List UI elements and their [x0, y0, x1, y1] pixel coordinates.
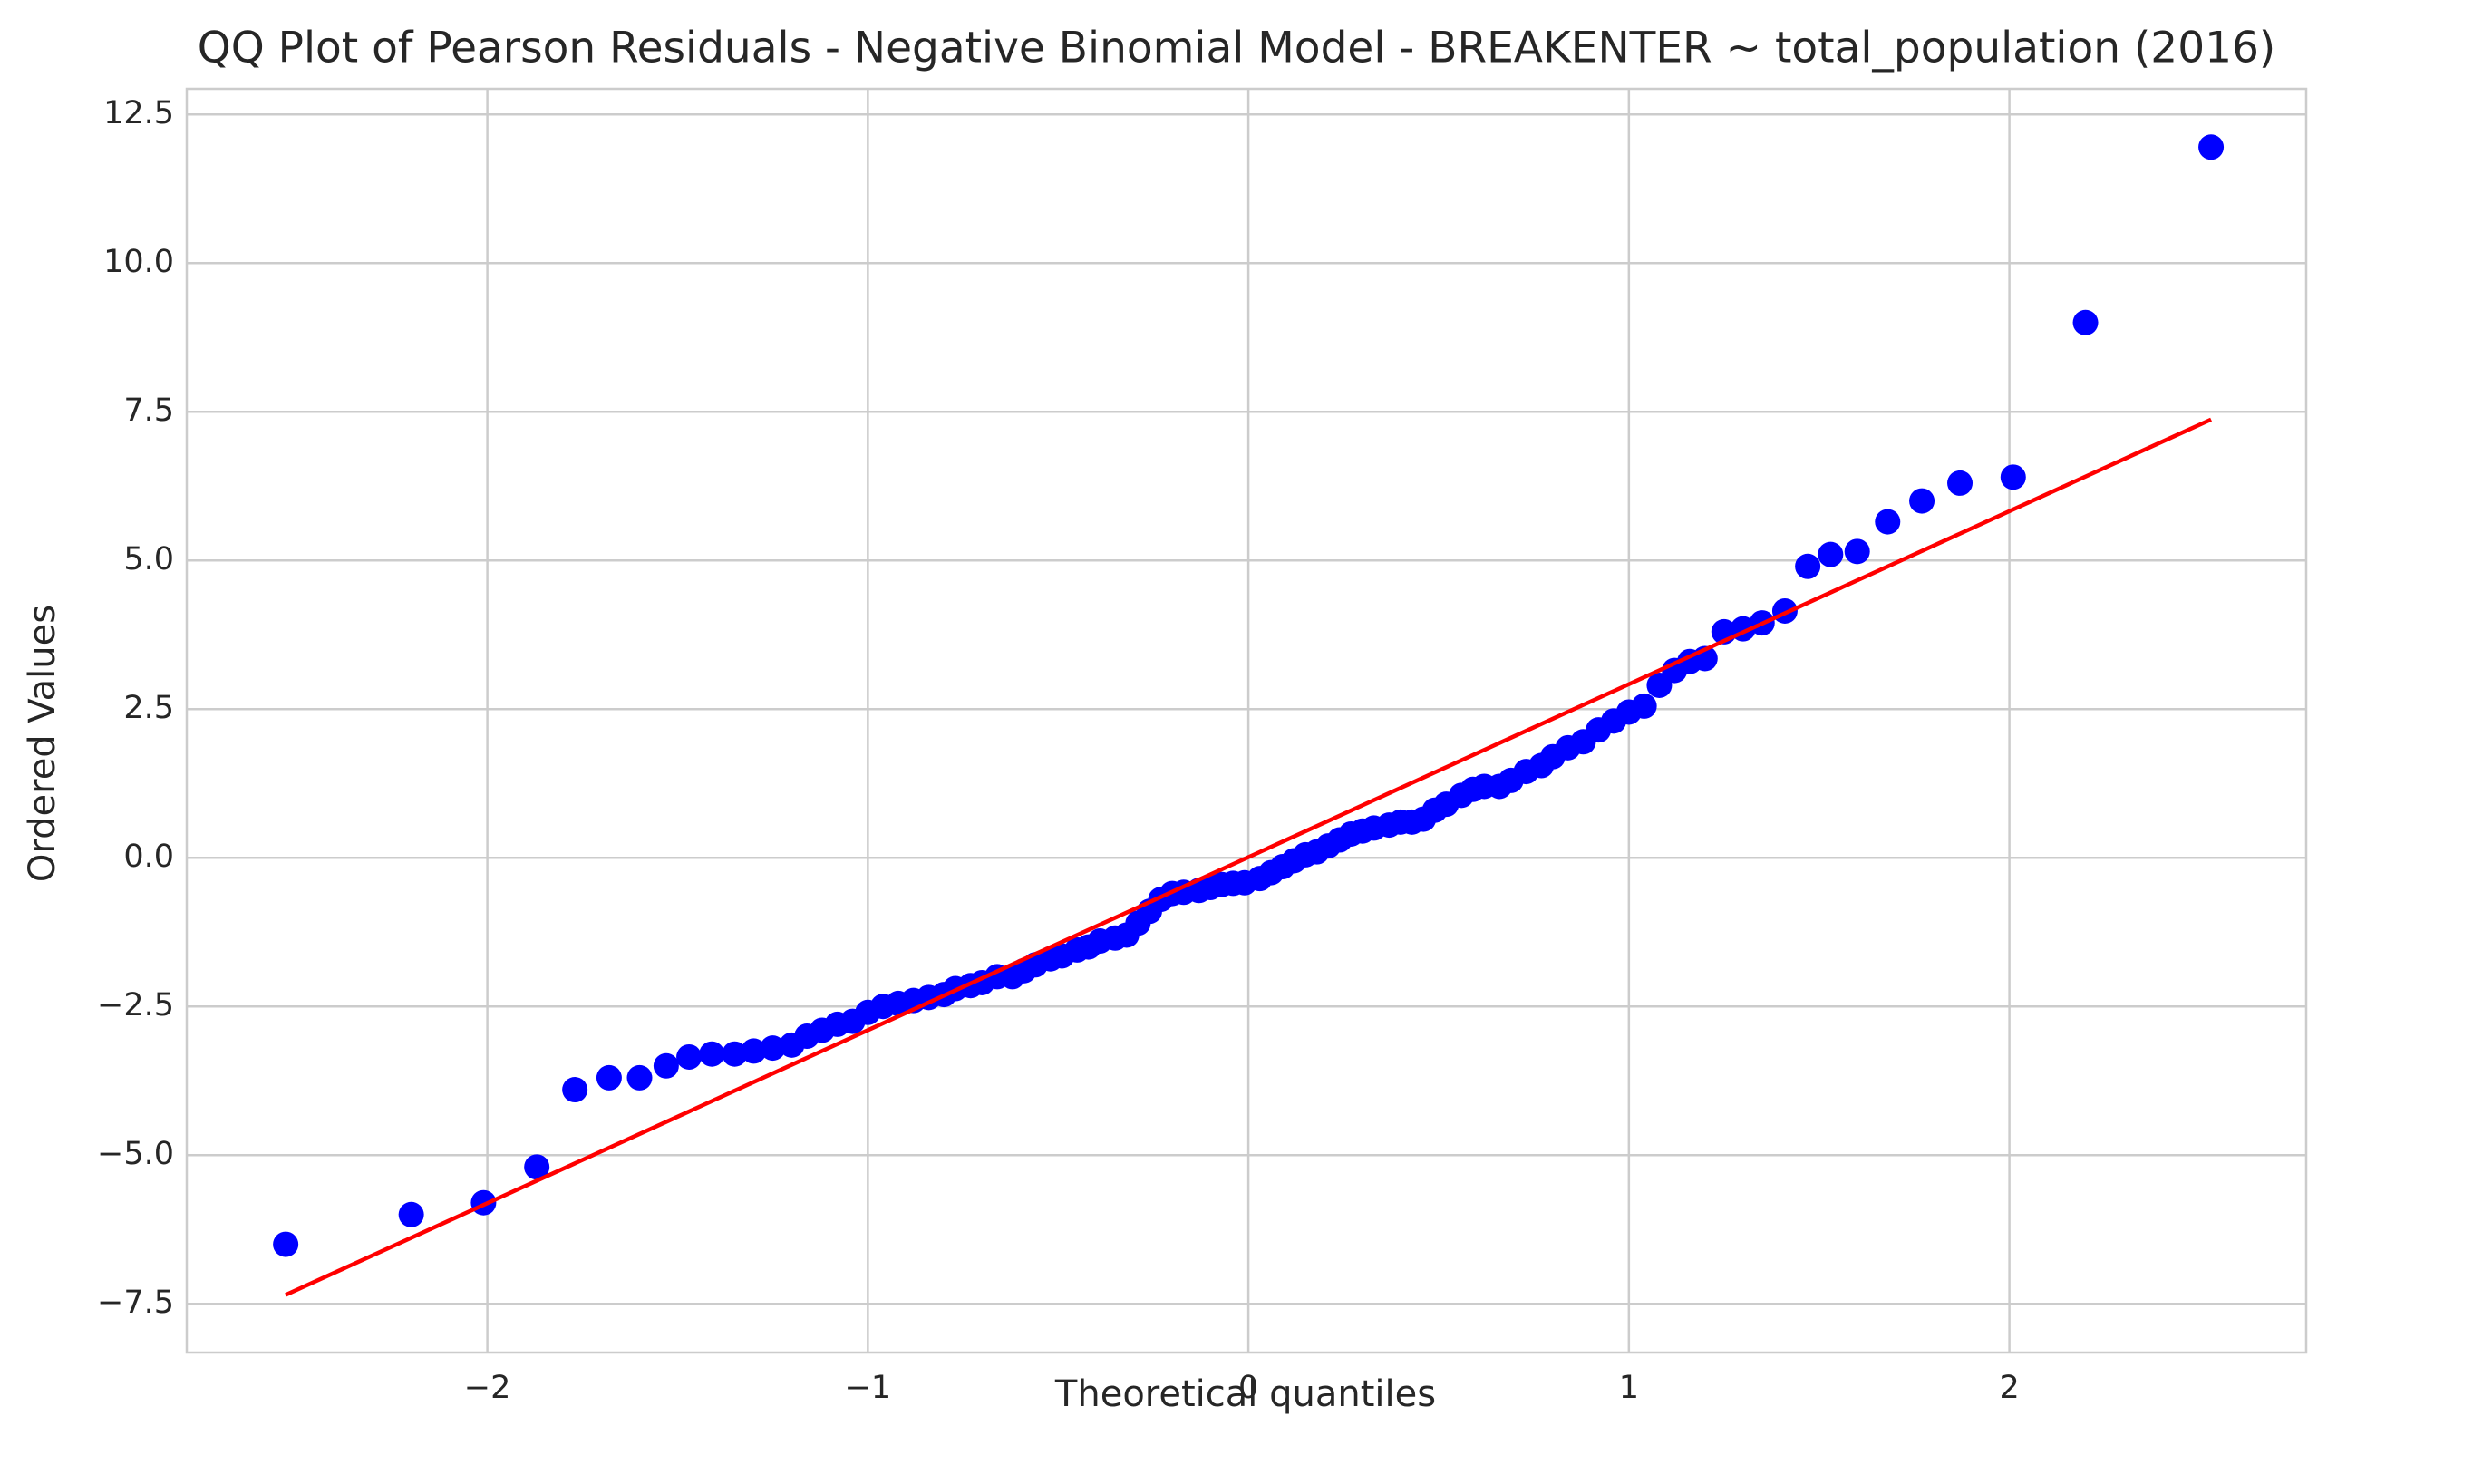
point [676, 1043, 703, 1070]
y-tick-label: 12.5 [103, 95, 174, 131]
x-tick-label: 0 [1238, 1370, 1258, 1406]
point [2000, 464, 2026, 490]
point [1631, 693, 1657, 719]
point [562, 1077, 588, 1103]
point [2198, 134, 2225, 160]
point [741, 1038, 767, 1064]
plot-frame [185, 87, 2308, 1354]
y-axis-label: Ordered Values [22, 605, 63, 882]
y-tick-label: −7.5 [97, 1285, 174, 1321]
point [398, 1201, 424, 1227]
x-tick-label: 2 [1999, 1370, 2019, 1406]
point [760, 1035, 786, 1062]
point [1875, 509, 1901, 535]
x-tick-label: −1 [845, 1370, 892, 1406]
point [524, 1154, 550, 1180]
chart-title: QQ Plot of Pearson Residuals - Negative … [198, 24, 2276, 73]
point [2072, 309, 2099, 335]
point [722, 1041, 748, 1067]
point [626, 1064, 653, 1091]
y-tick-label: 10.0 [103, 244, 174, 280]
point [1795, 553, 1821, 579]
y-tick-label: 7.5 [123, 393, 174, 429]
point [273, 1231, 299, 1257]
y-tick-label: −5.0 [97, 1136, 174, 1172]
fit-line [285, 417, 2212, 1297]
x-axis-label: Theoretical quantiles [1054, 1373, 1436, 1415]
point [1844, 538, 1870, 565]
y-tick-label: 5.0 [123, 541, 174, 577]
x-tick-label: 1 [1619, 1370, 1639, 1406]
point [1818, 541, 1844, 567]
y-tick-label: 2.5 [123, 690, 174, 726]
y-tick-label: −2.5 [97, 987, 174, 1023]
point [699, 1041, 725, 1067]
x-tick-label: −2 [464, 1370, 511, 1406]
point [596, 1064, 622, 1091]
y-tick-label: 0.0 [123, 839, 174, 875]
point [653, 1052, 679, 1079]
point [1947, 470, 1974, 496]
point [1909, 488, 1935, 514]
